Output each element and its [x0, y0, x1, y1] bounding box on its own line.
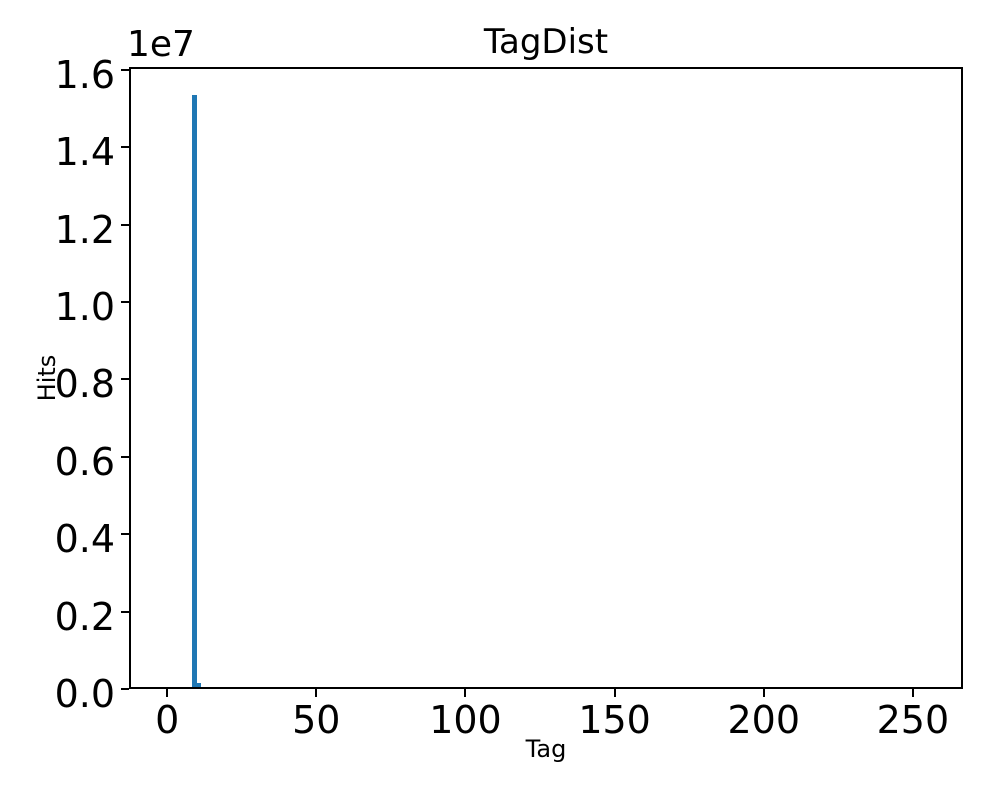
y-tick — [121, 223, 129, 226]
y-tick-label: 1.6 — [54, 52, 115, 97]
y-tick — [121, 68, 129, 71]
y-tick — [121, 300, 129, 303]
y-tick — [121, 146, 129, 149]
y-tick-label: 0.4 — [54, 517, 115, 562]
y-tick-label: 0.8 — [54, 362, 115, 407]
bar — [197, 682, 202, 687]
plot-area — [129, 67, 963, 689]
y-tick-label: 0.0 — [54, 672, 115, 716]
y-tick-label: 1.0 — [54, 284, 115, 329]
y-tick — [121, 455, 129, 458]
y-axis-label: Hits — [33, 354, 61, 402]
x-tick-label: 200 — [727, 698, 800, 742]
chart-title: TagDist — [483, 22, 609, 62]
bar — [192, 94, 198, 687]
x-tick — [315, 689, 318, 697]
x-tick — [464, 689, 467, 697]
y-tick-label: 1.2 — [54, 207, 115, 252]
y-tick-label: 1.4 — [54, 130, 115, 175]
x-tick — [166, 689, 169, 697]
x-tick — [762, 689, 765, 697]
x-tick-label: 100 — [429, 698, 502, 742]
y-tick — [121, 378, 129, 381]
x-tick — [613, 689, 616, 697]
y-tick-label: 0.2 — [54, 594, 115, 639]
x-tick-label: 250 — [876, 698, 950, 742]
x-tick-label: 0 — [155, 698, 180, 742]
y-tick-label: 0.6 — [54, 439, 115, 484]
y-tick — [121, 610, 129, 613]
y-tick — [121, 533, 129, 536]
x-tick-label: 150 — [578, 698, 651, 742]
x-tick-label: 50 — [292, 698, 341, 742]
y-axis-offset-text: 1e7 — [127, 24, 195, 65]
y-tick — [121, 688, 129, 690]
x-tick — [911, 689, 914, 697]
x-axis-label: Tag — [525, 735, 567, 763]
